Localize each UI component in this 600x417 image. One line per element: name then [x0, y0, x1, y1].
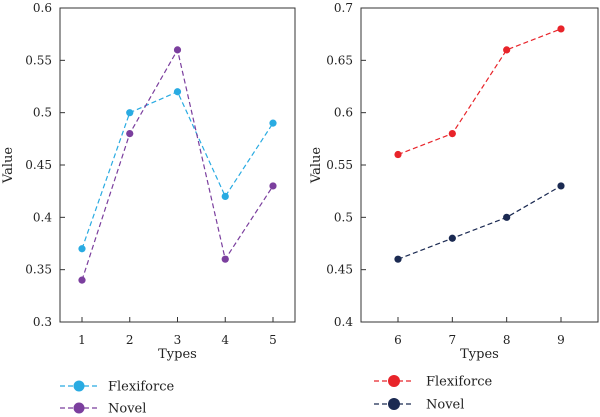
data-point	[173, 46, 182, 54]
y-axis-label: Value	[1, 147, 16, 184]
series-line-novel	[397, 185, 562, 260]
data-point	[221, 255, 229, 263]
y-tick-label: 0.3	[33, 315, 52, 329]
y-tick-label: 0.45	[326, 263, 353, 277]
left-chart-panel: 0.3 0.35 0.4 0.45 0.5 0.55 0.6 1 2 3 4 5 Types Value F…	[1, 1, 296, 417]
data-point	[78, 276, 86, 284]
y-tick-label: 0.65	[326, 53, 353, 67]
data-point	[173, 88, 182, 96]
series-line-flexiforce	[81, 90, 274, 249]
y-tick-label: 0.6	[33, 1, 52, 15]
x-tick-label: 6	[394, 333, 402, 347]
data-point	[448, 130, 456, 138]
legend-label: Novel	[108, 402, 146, 417]
x-tick-label: 9	[557, 333, 565, 347]
data-point	[503, 46, 511, 54]
right-chart-panel: 0.4 0.45 0.5 0.55 0.6 0.65 0.7 6 7 8 9 Types Value Fl…	[309, 1, 599, 413]
y-tick-label: 0.55	[326, 158, 353, 172]
x-tick-label: 5	[269, 333, 277, 347]
legend-marker	[388, 375, 400, 387]
x-tick-label: 2	[126, 333, 134, 347]
x-axis-label: Types	[460, 347, 499, 362]
legend-marker	[73, 380, 85, 392]
x-tick-label: 3	[174, 333, 182, 347]
plot-frame	[360, 7, 599, 323]
data-point	[557, 25, 565, 33]
y-tick-label: 0.5	[334, 210, 353, 224]
data-point	[269, 182, 277, 190]
data-point	[269, 119, 277, 127]
y-tick-label: 0.4	[33, 210, 52, 224]
y-tick-label: 0.6	[334, 106, 353, 120]
y-axis-label: Value	[309, 147, 324, 184]
legend-label: Flexiforce	[426, 375, 492, 390]
data-point	[126, 109, 134, 117]
legend-label: Flexiforce	[108, 380, 174, 395]
legend-label: Novel	[426, 398, 464, 413]
x-tick-label: 1	[78, 333, 86, 347]
y-tick-label: 0.55	[25, 53, 52, 67]
data-point	[394, 255, 402, 263]
data-point	[221, 192, 229, 200]
data-point	[78, 245, 86, 253]
data-point	[557, 182, 565, 190]
y-tick-label: 0.4	[334, 315, 353, 329]
y-tick-label: 0.35	[25, 263, 52, 277]
series-line-flexiforce	[397, 28, 562, 156]
legend-marker	[388, 398, 400, 410]
x-tick-label: 4	[221, 333, 229, 347]
series-line-novel	[81, 48, 274, 281]
legend-marker	[73, 402, 85, 414]
x-tick-label: 7	[449, 333, 457, 347]
data-point	[394, 150, 402, 159]
data-point	[503, 213, 511, 221]
plot-frame	[59, 7, 296, 323]
x-tick-label: 8	[503, 333, 511, 347]
data-point	[126, 130, 134, 138]
data-point	[448, 234, 456, 242]
y-tick-label: 0.45	[25, 158, 52, 172]
x-axis-label: Types	[158, 347, 197, 362]
y-tick-label: 0.5	[33, 106, 52, 120]
y-tick-label: 0.7	[334, 1, 353, 15]
